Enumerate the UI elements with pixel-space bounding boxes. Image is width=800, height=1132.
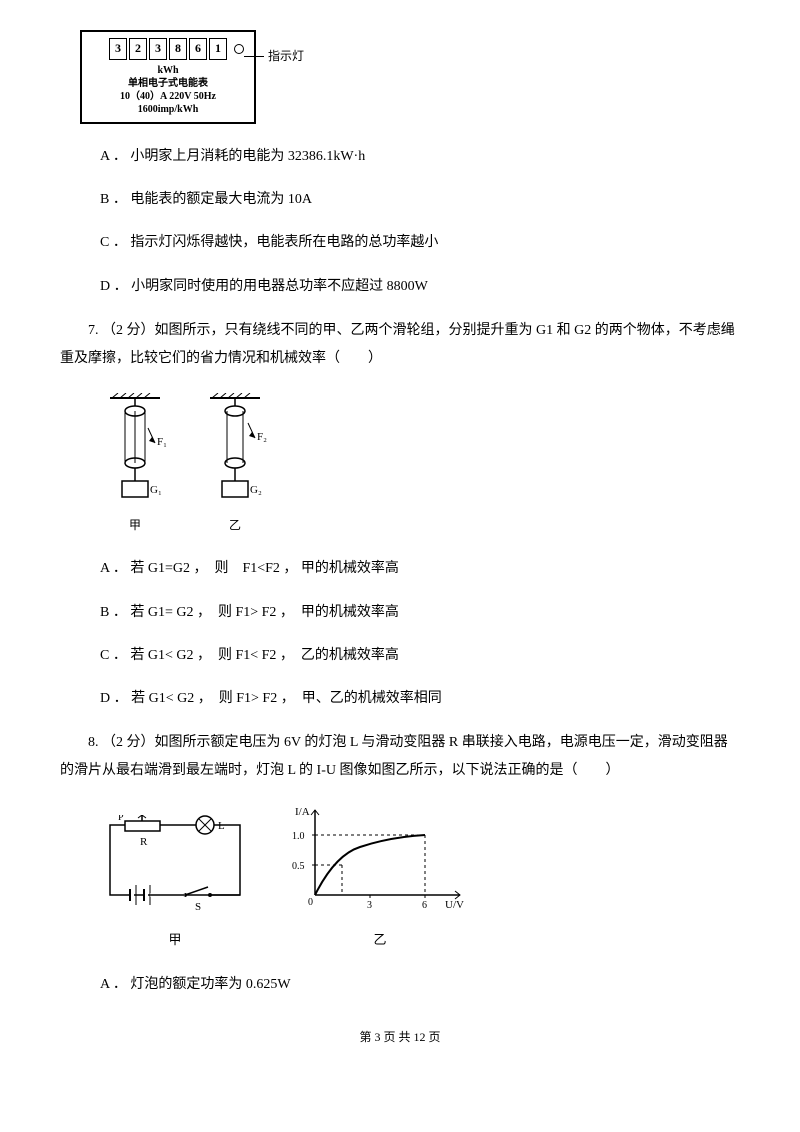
digit: 3	[149, 38, 167, 60]
q7-option-d: D ． 若 G1< G2 ， 则 F1> F2 ， 甲、乙的机械效率相同	[100, 686, 740, 711]
pulley-left: F₁ G₁ 甲	[100, 393, 170, 537]
svg-text:6: 6	[422, 900, 427, 911]
digit: 1	[209, 38, 227, 60]
svg-text:0: 0	[308, 897, 313, 908]
q8-figures: P R L S 甲	[100, 805, 740, 952]
svg-text:3: 3	[367, 900, 372, 911]
svg-text:P: P	[118, 815, 124, 823]
circuit-left-label: 甲	[100, 928, 250, 951]
q6-option-b: B ． 电能表的额定最大电流为 10A	[100, 187, 740, 212]
meter-line1: 单相电子式电能表	[88, 77, 248, 90]
digit: 8	[169, 38, 187, 60]
meter-line3: 1600imp/kWh	[88, 103, 248, 116]
indicator-dot	[234, 44, 248, 54]
q7-option-a: A ． 若 G1=G2 ， 则 F1<F2 ， 甲的机械效率高	[100, 556, 740, 581]
chart-ylabel: I/A	[295, 806, 310, 818]
page-footer: 第 3 页 共 12 页	[60, 1027, 740, 1049]
digit: 2	[129, 38, 147, 60]
q7-figure: F₁ G₁ 甲 F₂ G₂ 乙	[100, 393, 740, 537]
q7-option-c: C ． 若 G1< G2 ， 则 F1< F2 ， 乙的机械效率高	[100, 643, 740, 668]
digit: 3	[109, 38, 127, 60]
q7-option-b: B ． 若 G1= G2 ， 则 F1> F2 ， 甲的机械效率高	[100, 600, 740, 625]
meter-line2: 10（40）A 220V 50Hz	[88, 90, 248, 103]
pulley-right-label: 乙	[229, 515, 241, 537]
pulley-left-label: 甲	[129, 515, 141, 537]
indicator-label: 指示灯	[244, 46, 304, 68]
digit: 6	[189, 38, 207, 60]
pulley-right: F₂ G₂ 乙	[200, 393, 270, 537]
iv-chart: I/A U/V 0 0.5 1.0 3 6 乙	[290, 805, 470, 952]
circuit-right-label: 乙	[290, 928, 470, 951]
q8-text: 8. （2 分）如图所示额定电压为 6V 的灯泡 L 与滑动变阻器 R 串联接入…	[60, 729, 740, 785]
svg-text:F₁: F₁	[157, 436, 167, 448]
q7-text: 7. （2 分）如图所示，只有绕线不同的甲、乙两个滑轮组，分别提升重为 G1 和…	[60, 317, 740, 373]
meter-digits: 3 2 3 8 6 1	[88, 38, 248, 60]
svg-text:L: L	[218, 820, 225, 832]
meter-diagram: 3 2 3 8 6 1 kWh 单相电子式电能表 10（40）A 220V 50…	[80, 30, 256, 124]
q6-option-c: C ． 指示灯闪烁得越快，电能表所在电路的总功率越小	[100, 230, 740, 255]
svg-text:S: S	[195, 901, 201, 913]
svg-text:G₂: G₂	[250, 484, 262, 496]
circuit-diagram: P R L S 甲	[100, 815, 250, 952]
svg-text:1.0: 1.0	[292, 831, 305, 842]
svg-text:G₁: G₁	[150, 484, 162, 496]
meter-unit: kWh	[88, 64, 248, 77]
svg-text:R: R	[140, 836, 148, 848]
q8-option-a: A ． 灯泡的额定功率为 0.625W	[100, 972, 740, 997]
svg-text:0.5: 0.5	[292, 861, 305, 872]
chart-xlabel: U/V	[445, 899, 464, 911]
indicator-text: 指示灯	[268, 46, 304, 68]
q6-option-d: D ． 小明家同时使用的用电器总功率不应超过 8800W	[100, 274, 740, 299]
q6-option-a: A ． 小明家上月消耗的电能为 32386.1kW·h	[100, 144, 740, 169]
svg-text:F₂: F₂	[257, 431, 267, 443]
